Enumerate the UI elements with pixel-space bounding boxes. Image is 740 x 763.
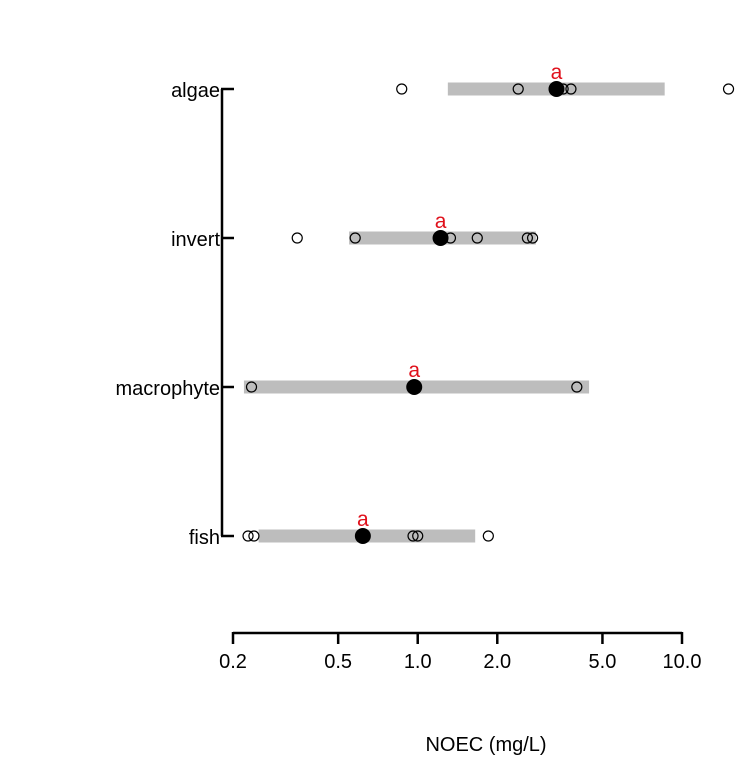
observation-point-macrophyte — [571, 381, 583, 393]
significance-letter-algae: a — [551, 61, 563, 84]
x-tick-label: 0.2 — [219, 651, 247, 673]
mean-point-macrophyte — [406, 379, 423, 395]
mean-point-invert — [432, 230, 449, 246]
x-axis: 0.2 0.5 1.0 2.0 5.0 10.0 — [219, 631, 702, 673]
observation-point-invert — [291, 232, 303, 244]
significance-letter-macrophyte: a — [408, 359, 420, 382]
y-axis: algae invert macrophyte fish — [116, 80, 234, 549]
x-axis-title: NOEC (mg/L) — [425, 734, 546, 756]
category-label-algae: algae — [171, 80, 220, 102]
category-label-fish: fish — [189, 527, 220, 549]
observation-point-invert — [471, 232, 483, 244]
mean-point-fish — [354, 528, 371, 544]
x-tick-label: 5.0 — [589, 651, 617, 673]
mean-points — [354, 81, 565, 544]
mean-point-algae — [548, 81, 565, 97]
observation-point-fish — [242, 530, 254, 542]
observation-point-algae — [565, 83, 577, 95]
observation-point-invert — [521, 232, 533, 244]
significance-letters: a a a a — [357, 61, 563, 531]
observation-point-invert — [526, 232, 539, 244]
observation-point-macrophyte — [245, 381, 258, 393]
observation-point-invert — [349, 232, 361, 244]
x-tick-label: 2.0 — [483, 651, 511, 673]
observation-point-fish — [407, 530, 419, 542]
observation-points — [242, 83, 735, 542]
significance-letter-fish: a — [357, 508, 369, 531]
observation-point-algae — [722, 83, 735, 95]
observation-point-algae — [512, 83, 524, 95]
observation-point-fish — [412, 530, 424, 542]
category-label-macrophyte: macrophyte — [116, 378, 221, 400]
category-label-invert: invert — [171, 229, 220, 251]
x-tick-label: 10.0 — [663, 651, 702, 673]
x-tick-label: 0.5 — [324, 651, 352, 673]
x-tick-label: 1.0 — [404, 651, 432, 673]
observation-point-fish — [248, 530, 260, 542]
significance-letter-invert: a — [435, 210, 447, 233]
observation-point-algae — [396, 83, 408, 95]
observation-point-fish — [482, 530, 494, 542]
range-bars — [243, 82, 665, 543]
